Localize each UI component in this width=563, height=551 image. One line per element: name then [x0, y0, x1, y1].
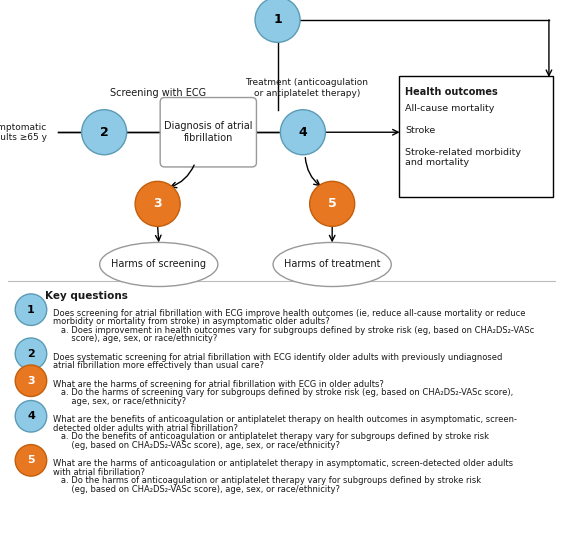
Text: Does screening for atrial fibrillation with ECG improve health outcomes (ie, red: Does screening for atrial fibrillation w…	[53, 309, 526, 317]
Text: Key questions: Key questions	[45, 291, 128, 301]
Ellipse shape	[15, 338, 47, 370]
Text: 5: 5	[328, 197, 337, 210]
Text: detected older adults with atrial fibrillation?: detected older adults with atrial fibril…	[53, 424, 239, 433]
Text: What are the harms of anticoagulation or antiplatelet therapy in asymptomatic, s: What are the harms of anticoagulation or…	[53, 460, 513, 468]
Text: with atrial fibrillation?: with atrial fibrillation?	[53, 468, 145, 477]
Text: Stroke: Stroke	[405, 126, 436, 134]
Ellipse shape	[15, 445, 47, 476]
Text: Treatment (anticoagulation
or antiplatelet therapy): Treatment (anticoagulation or antiplatel…	[245, 78, 368, 98]
Text: Screening with ECG: Screening with ECG	[110, 88, 205, 98]
Ellipse shape	[15, 401, 47, 432]
Text: What are the benefits of anticoagulation or antiplatelet therapy on health outco: What are the benefits of anticoagulation…	[53, 415, 517, 424]
Ellipse shape	[15, 365, 47, 397]
Text: 4: 4	[298, 126, 307, 139]
Text: 2: 2	[100, 126, 109, 139]
Text: 4: 4	[27, 411, 35, 422]
Text: 5: 5	[27, 455, 35, 466]
Text: 3: 3	[153, 197, 162, 210]
Text: 1: 1	[27, 305, 35, 315]
Ellipse shape	[100, 242, 218, 287]
Text: a. Do the harms of anticoagulation or antiplatelet therapy vary for subgroups de: a. Do the harms of anticoagulation or an…	[53, 476, 481, 485]
Text: What are the harms of screening for atrial fibrillation with ECG in older adults: What are the harms of screening for atri…	[53, 380, 385, 388]
Text: score), age, sex, or race/ethnicity?: score), age, sex, or race/ethnicity?	[53, 334, 218, 343]
Text: Asymptomatic
adults ≥65 y: Asymptomatic adults ≥65 y	[0, 122, 47, 142]
Ellipse shape	[310, 181, 355, 226]
Text: (eg, based on CHA₂DS₂-VASc score), age, sex, or race/ethnicity?: (eg, based on CHA₂DS₂-VASc score), age, …	[53, 485, 341, 494]
Text: atrial fibrillation more effectively than usual care?: atrial fibrillation more effectively tha…	[53, 361, 265, 370]
Text: Does systematic screening for atrial fibrillation with ECG identify older adults: Does systematic screening for atrial fib…	[53, 353, 503, 361]
Text: (eg, based on CHA₂DS₂-VASc score), age, sex, or race/ethnicity?: (eg, based on CHA₂DS₂-VASc score), age, …	[53, 441, 341, 450]
Text: All-cause mortality: All-cause mortality	[405, 104, 495, 112]
Ellipse shape	[15, 294, 47, 326]
Text: a. Does improvement in health outcomes vary for subgroups defined by stroke risk: a. Does improvement in health outcomes v…	[53, 326, 535, 334]
Text: a. Do the benefits of anticoagulation or antiplatelet therapy vary for subgroups: a. Do the benefits of anticoagulation or…	[53, 433, 489, 441]
Ellipse shape	[135, 181, 180, 226]
Text: a. Do the harms of screening vary for subgroups defined by stroke risk (eg, base: a. Do the harms of screening vary for su…	[53, 388, 513, 397]
Ellipse shape	[273, 242, 391, 287]
Text: age, sex, or race/ethnicity?: age, sex, or race/ethnicity?	[53, 397, 186, 406]
FancyBboxPatch shape	[160, 98, 256, 167]
Text: 1: 1	[273, 13, 282, 26]
Text: morbidity or mortality from stroke) in asymptomatic older adults?: morbidity or mortality from stroke) in a…	[53, 317, 330, 326]
Text: Stroke-related morbidity
and mortality: Stroke-related morbidity and mortality	[405, 148, 521, 167]
Text: Health outcomes: Health outcomes	[405, 87, 498, 97]
Ellipse shape	[255, 0, 300, 42]
FancyBboxPatch shape	[399, 76, 553, 197]
Ellipse shape	[82, 110, 127, 155]
Text: 2: 2	[27, 349, 35, 359]
Text: Harms of treatment: Harms of treatment	[284, 260, 381, 269]
Text: Diagnosis of atrial
fibrillation: Diagnosis of atrial fibrillation	[164, 121, 253, 143]
Text: 3: 3	[27, 376, 35, 386]
Ellipse shape	[280, 110, 325, 155]
Text: Harms of screening: Harms of screening	[111, 260, 206, 269]
